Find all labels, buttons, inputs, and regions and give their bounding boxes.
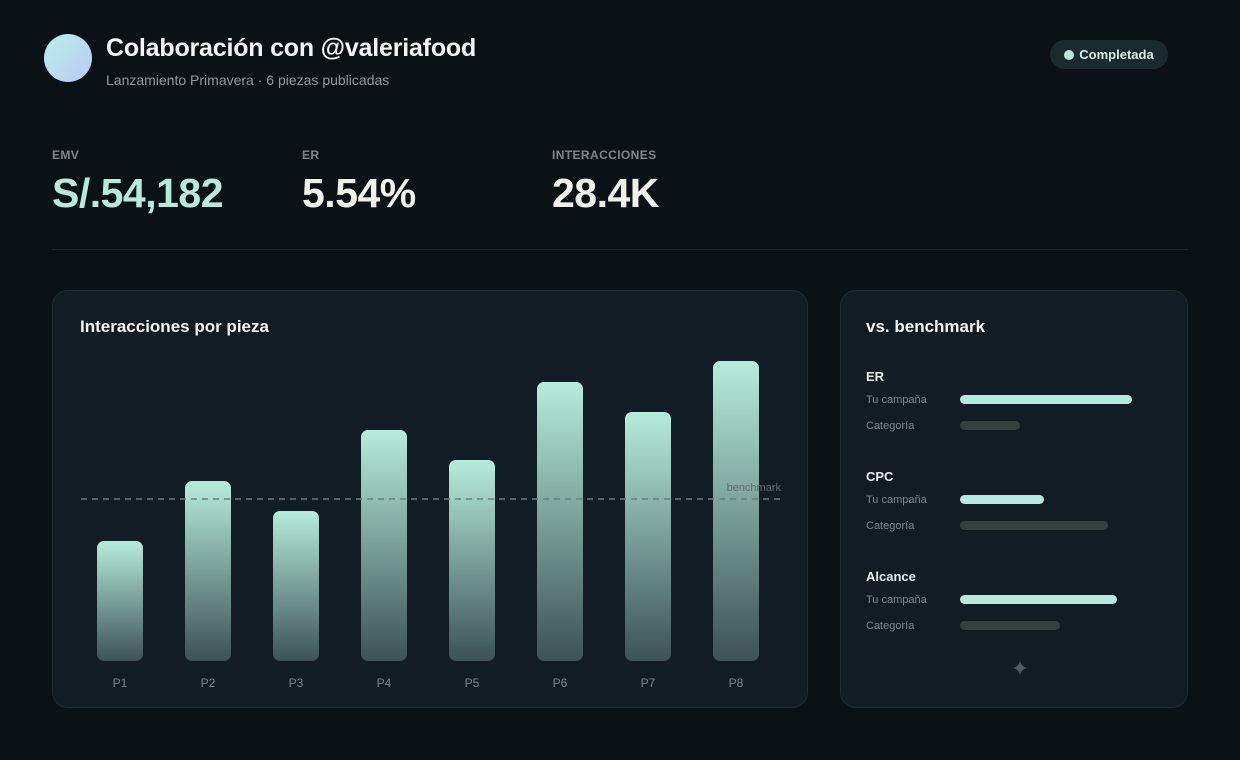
bar-p8 <box>713 361 759 661</box>
x-tick-label: P3 <box>289 676 304 690</box>
interactions-card: Interacciones por pieza benchmark P1 P2 P3… <box>52 290 808 708</box>
bar-mine <box>960 395 1132 404</box>
kpi-value: 5.54% <box>302 170 416 216</box>
status-label: Completada <box>1079 47 1154 62</box>
divider <box>52 249 1188 250</box>
bar-mine <box>960 595 1117 604</box>
bar-p6 <box>537 382 583 661</box>
x-tick-label: P1 <box>113 676 128 690</box>
bar-p3 <box>273 511 319 661</box>
kpi-value: S/.54,182 <box>52 170 224 216</box>
kpi-label: ER <box>302 148 320 162</box>
bar-p4 <box>361 430 407 661</box>
kpi-interactions: INTERACCIONES 28.4K <box>552 148 659 217</box>
kpi-emv: EMV S/.54,182 <box>52 148 224 217</box>
benchmark-metric-name: Alcance <box>866 569 916 584</box>
kpi-label: INTERACCIONES <box>552 148 657 162</box>
x-tick-label: P4 <box>377 676 392 690</box>
page-subtitle: Lanzamiento Primavera · 6 piezas publica… <box>106 72 390 88</box>
page-title: Colaboración con @valeriafood <box>106 34 477 62</box>
bar-p5 <box>449 460 495 661</box>
benchmark-metric-name: ER <box>866 369 885 384</box>
benchmark-card: vs. benchmark ER Tu campaña Categoría CP… <box>840 290 1188 708</box>
bar-category <box>960 421 1020 430</box>
row-label-mine: Tu campaña <box>866 494 927 506</box>
bar-p1 <box>97 541 143 661</box>
bar-mine <box>960 495 1044 504</box>
benchmark-metric-name: CPC <box>866 469 894 484</box>
row-label-category: Categoría <box>866 520 915 532</box>
sparkle-icon: ✦ <box>1010 656 1030 681</box>
card-title: vs. benchmark <box>866 317 986 336</box>
card-title: Interacciones por pieza <box>80 317 269 336</box>
x-tick-label: P6 <box>553 676 568 690</box>
row-label-category: Categoría <box>866 620 915 632</box>
benchmark-label: benchmark <box>727 482 782 494</box>
row-label-mine: Tu campaña <box>866 394 927 406</box>
bar-category <box>960 621 1060 630</box>
row-label-mine: Tu campaña <box>866 594 927 606</box>
row-label-category: Categoría <box>866 420 915 432</box>
interactions-chart: benchmark P1 P2 P3 P4 P5 P6 P7 P8 <box>81 361 782 690</box>
x-tick-label: P2 <box>201 676 216 690</box>
x-tick-label: P7 <box>641 676 656 690</box>
kpi-value: 28.4K <box>552 170 659 216</box>
bar-category <box>960 521 1108 530</box>
kpi-er: ER 5.54% <box>302 148 416 217</box>
creator-avatar <box>44 34 92 82</box>
kpi-label: EMV <box>52 148 80 162</box>
bar-p2 <box>185 481 231 661</box>
x-tick-label: P5 <box>465 676 480 690</box>
status-badge: Completada <box>1050 40 1168 69</box>
status-dot <box>1064 49 1075 60</box>
x-tick-label: P8 <box>729 676 744 690</box>
bar-p7 <box>625 412 671 661</box>
